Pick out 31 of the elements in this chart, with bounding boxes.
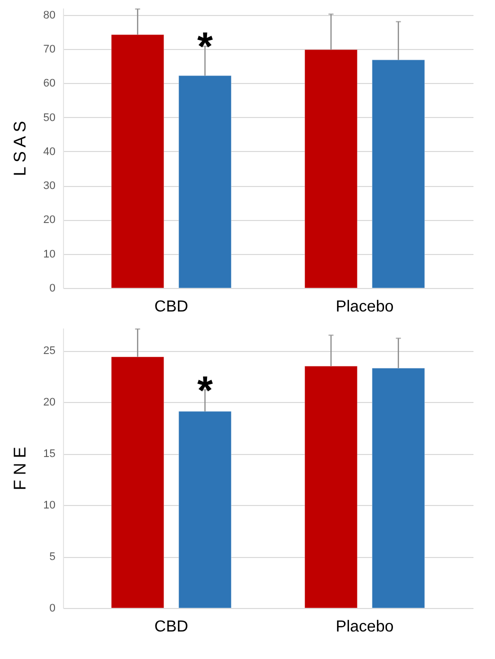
bar — [111, 34, 164, 288]
y-axis-title: F N E — [10, 446, 30, 490]
bar — [111, 356, 164, 608]
y-tick-label: 30 — [43, 180, 56, 192]
y-tick-label: 80 — [43, 9, 56, 22]
x-tick-label: CBD — [154, 298, 188, 316]
y-tick-label: 25 — [43, 345, 56, 358]
y-tick-label: 40 — [43, 146, 56, 158]
bar — [304, 366, 358, 608]
y-axis-title: L S A S — [10, 120, 30, 176]
y-tick-label: 20 — [43, 214, 56, 226]
y-tick-label: 0 — [49, 282, 56, 294]
y-tick-label: 70 — [43, 43, 56, 56]
y-tick-label: 15 — [43, 448, 56, 460]
bar — [178, 75, 232, 288]
bar — [304, 49, 358, 288]
y-tick-label: 0 — [49, 602, 56, 614]
y-tick-label: 60 — [43, 78, 56, 90]
y-tick-label: 50 — [43, 112, 56, 124]
x-tick-label: Placebo — [336, 618, 394, 636]
bar — [178, 411, 232, 608]
x-tick-label: Placebo — [336, 298, 394, 316]
y-tick-label: 10 — [43, 500, 56, 512]
bar — [372, 368, 425, 608]
y-tick-label: 10 — [43, 248, 56, 260]
annotation: * — [197, 25, 214, 70]
bar — [372, 60, 425, 288]
y-tick-label: 20 — [43, 396, 56, 409]
annotation: * — [197, 368, 214, 413]
y-tick-label: 5 — [49, 551, 56, 564]
x-tick-label: CBD — [154, 618, 188, 636]
